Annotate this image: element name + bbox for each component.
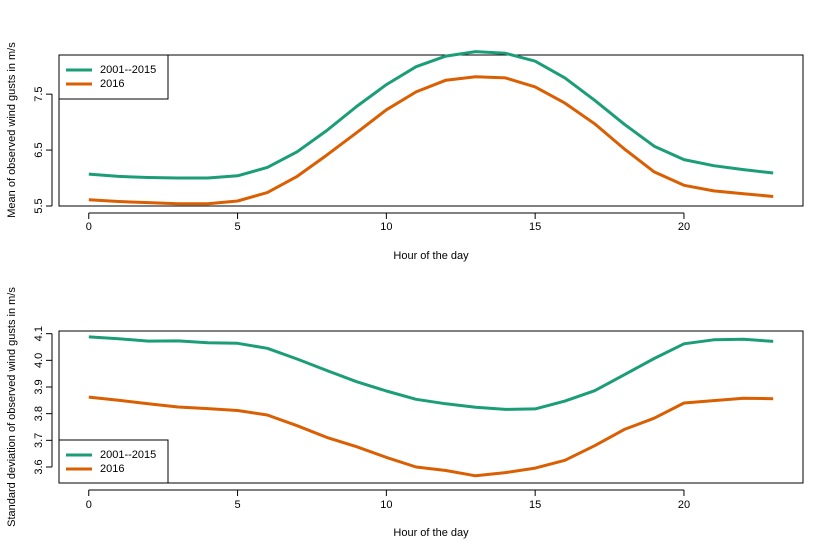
y-tick-label: 3.7 (33, 433, 45, 448)
legend: 2001--2015 2016 (58, 54, 169, 100)
plot-frame (58, 330, 804, 484)
series-line-1 (88, 50, 774, 180)
chart-panel-2: 0 5 10 15 20 3.6 3.7 3.8 3.9 4.0 4.1 Hour of the da… (6, 287, 804, 539)
legend-box (58, 439, 169, 484)
series-line-2 (88, 395, 774, 478)
x-tick-label: 10 (380, 499, 392, 511)
y-tick-label: 7.5 (33, 86, 45, 101)
legend-box (58, 54, 169, 100)
y-tick-label: 4.0 (33, 353, 45, 368)
x-tick-label: 0 (86, 499, 92, 511)
legend-label: 2016 (100, 78, 124, 90)
y-tick-label: 5.5 (33, 198, 45, 213)
x-axis-title: Hour of the day (393, 527, 469, 539)
y-tick-label: 3.8 (33, 406, 45, 421)
x-tick-label: 5 (234, 499, 240, 511)
x-tick-label: 20 (678, 499, 690, 511)
legend-label: 2016 (100, 463, 124, 475)
x-tick-label: 0 (86, 221, 92, 233)
x-tick-label: 5 (234, 221, 240, 233)
plot-frame (58, 54, 804, 207)
y-axis-title: Mean of observed wind gusts in m/s (6, 42, 18, 218)
y-tick-label: 3.6 (33, 459, 45, 474)
series-line-2 (88, 75, 774, 206)
y-axis-title: Standard deviation of observed wind gust… (6, 287, 18, 527)
x-tick-label: 10 (380, 221, 392, 233)
series-line-1 (88, 335, 774, 411)
chart-panel-1: 0 5 10 15 20 5.5 6.5 7.5 Hour of the day Mean of … (6, 42, 804, 262)
x-tick-label: 15 (529, 499, 541, 511)
legend-label: 2001--2015 (100, 449, 156, 461)
legend-label: 2001--2015 (100, 64, 156, 76)
x-axis-title: Hour of the day (393, 250, 469, 262)
x-tick-label: 15 (529, 221, 541, 233)
y-tick-label: 4.1 (33, 326, 45, 341)
x-tick-label: 20 (678, 221, 690, 233)
y-tick-label: 6.5 (33, 142, 45, 157)
y-tick-label: 3.9 (33, 379, 45, 394)
legend: 2001--2015 2016 (58, 439, 169, 484)
